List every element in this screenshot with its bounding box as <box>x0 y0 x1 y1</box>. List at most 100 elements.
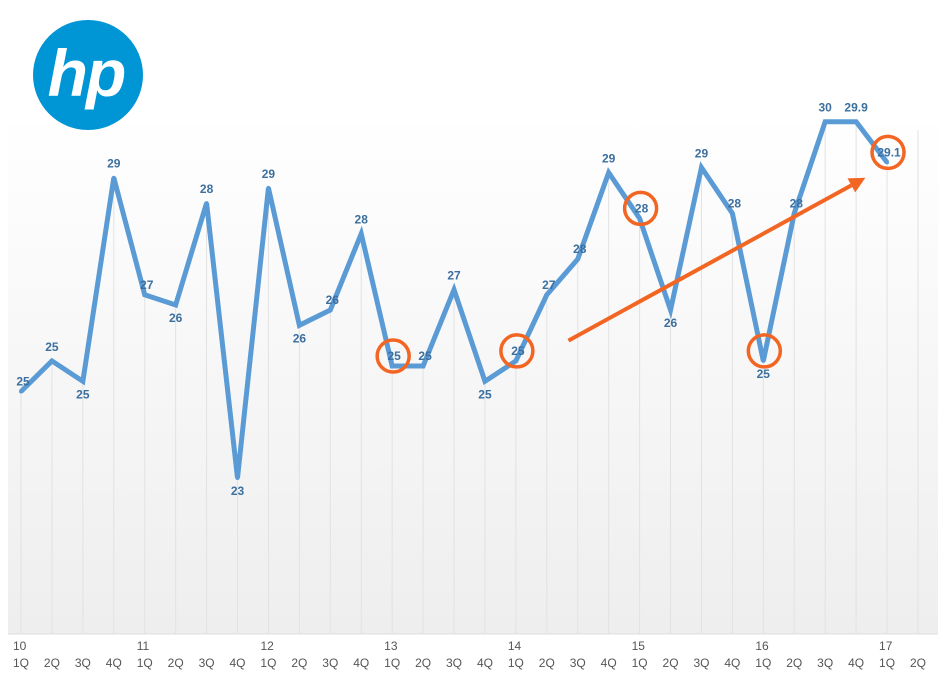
x-tick-quarter: 1Q <box>879 656 895 670</box>
x-tick-quarter: 4Q <box>353 656 369 670</box>
x-tick-quarter: 2Q <box>539 656 555 670</box>
x-tick-quarter: 4Q <box>848 656 864 670</box>
data-label: 29 <box>262 167 276 181</box>
data-label: 27 <box>542 278 556 292</box>
x-tick-quarter: 1Q <box>137 656 153 670</box>
data-point <box>49 358 54 363</box>
data-label: 29.1 <box>877 145 901 159</box>
x-tick-quarter: 3Q <box>446 656 462 670</box>
highlight-circle <box>622 190 659 227</box>
data-label: 23 <box>231 484 245 498</box>
x-tick-quarter: 2Q <box>415 656 431 670</box>
data-point <box>142 292 147 297</box>
data-point <box>854 119 859 124</box>
x-tick-quarter: 3Q <box>322 656 338 670</box>
data-label: 30 <box>819 101 833 115</box>
data-label: 27 <box>447 269 461 283</box>
x-tick-quarter: 1Q <box>13 656 29 670</box>
data-point <box>19 389 23 394</box>
highlight-circle <box>375 338 411 374</box>
x-tick-quarter: 1Q <box>632 656 648 670</box>
data-point <box>328 308 333 313</box>
x-tick-quarter: 4Q <box>724 656 740 670</box>
data-point <box>885 160 890 165</box>
x-tick-quarter: 4Q <box>106 656 122 670</box>
data-point <box>823 119 828 124</box>
x-tick-quarter: 1Q <box>508 656 524 670</box>
highlight-circle <box>499 333 535 369</box>
data-label: 26 <box>293 331 307 345</box>
data-point <box>513 358 518 363</box>
data-point <box>668 308 673 313</box>
data-point <box>204 201 209 206</box>
highlight-circle <box>870 134 906 171</box>
data-point <box>544 292 549 297</box>
data-point <box>482 379 487 384</box>
data-label: 25 <box>76 387 90 401</box>
x-tick-year: 17 <box>879 639 893 653</box>
data-label: 25 <box>478 387 492 401</box>
x-tick-quarter: 3Q <box>199 656 215 670</box>
data-point <box>297 323 302 328</box>
x-tick-quarter: 1Q <box>260 656 276 670</box>
data-point <box>359 231 364 236</box>
data-point <box>80 379 85 384</box>
data-label: 25 <box>418 349 432 363</box>
x-tick-quarter: 3Q <box>75 656 91 670</box>
data-label: 26 <box>169 311 183 325</box>
hp-logo: hp <box>33 20 143 130</box>
trend-arrow-shaft <box>567 183 853 343</box>
data-label: 28 <box>635 201 649 215</box>
x-tick-quarter: 3Q <box>817 656 833 670</box>
x-tick-quarter: 4Q <box>477 656 493 670</box>
x-tick-quarter: 2Q <box>786 656 802 670</box>
data-point <box>452 287 457 292</box>
x-tick-year: 12 <box>260 639 274 653</box>
data-label: 25 <box>757 367 771 381</box>
data-label: 28 <box>573 242 587 256</box>
x-tick-quarter: 1Q <box>384 656 400 670</box>
x-tick-year: 10 <box>13 639 27 653</box>
data-label: 29.9 <box>844 101 868 115</box>
data-point <box>606 170 611 175</box>
data-label: 28 <box>790 196 804 210</box>
x-tick-year: 11 <box>137 639 150 653</box>
x-tick-quarter: 2Q <box>168 656 184 670</box>
data-point <box>730 211 735 216</box>
hp-logo-text: hp <box>48 36 125 110</box>
x-tick-year: 14 <box>508 639 522 653</box>
data-label: 26 <box>664 316 678 330</box>
data-label: 25 <box>511 344 525 358</box>
highlight-circle <box>746 333 783 369</box>
x-tick-quarter: 3Q <box>570 656 586 670</box>
data-label: 25 <box>387 349 401 363</box>
x-tick-year: 13 <box>384 639 398 653</box>
x-tick-quarter: 2Q <box>663 656 679 670</box>
data-label: 29 <box>695 147 709 161</box>
plot-background <box>8 112 938 634</box>
data-point <box>699 165 704 170</box>
data-label: 28 <box>355 213 369 227</box>
data-label: 25 <box>45 340 59 354</box>
x-tick-quarter: 4Q <box>601 656 617 670</box>
x-tick-year: 16 <box>755 639 769 653</box>
data-label: 25 <box>16 374 30 388</box>
data-point <box>235 476 240 480</box>
data-point <box>637 216 642 221</box>
data-point <box>266 185 271 190</box>
data-label: 26 <box>326 293 340 307</box>
x-tick-quarter: 2Q <box>291 656 307 670</box>
x-tick-quarter: 3Q <box>693 656 709 670</box>
data-point <box>575 257 580 262</box>
data-label: 27 <box>140 278 154 292</box>
data-label: 29 <box>107 157 121 171</box>
data-point <box>111 175 116 180</box>
trend-arrow-head <box>847 177 866 193</box>
x-tick-quarter: 4Q <box>230 656 246 670</box>
data-point <box>421 364 426 369</box>
data-label: 28 <box>200 182 214 196</box>
x-tick-quarter: 2Q <box>44 656 60 670</box>
x-tick-quarter: 2Q <box>910 656 926 670</box>
x-tick-quarter: 1Q <box>755 656 771 670</box>
